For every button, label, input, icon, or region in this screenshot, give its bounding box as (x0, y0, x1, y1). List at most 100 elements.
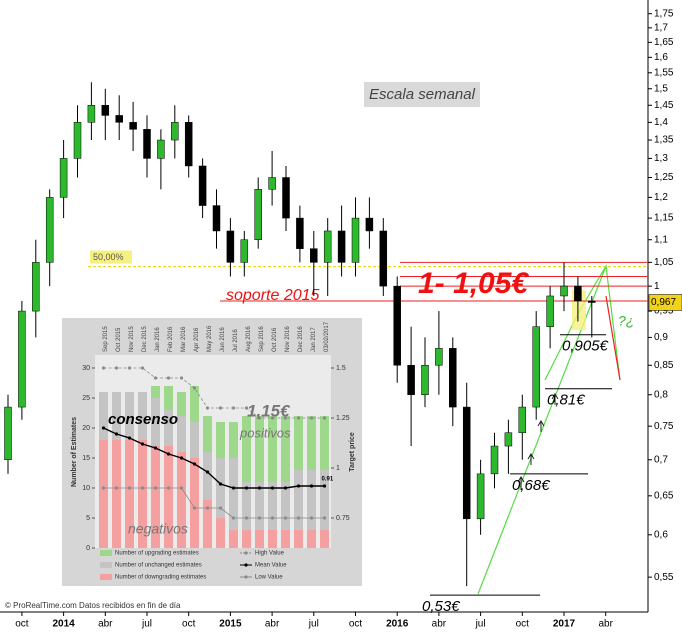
x-tick-label: oct (15, 619, 29, 630)
line-marker (205, 506, 210, 510)
candle-body (59, 158, 68, 198)
bar (177, 452, 186, 548)
candle-body (323, 230, 332, 263)
x-tick-label: jul (141, 619, 152, 630)
bar (190, 458, 199, 548)
bar (216, 458, 225, 518)
candle-body (574, 285, 582, 302)
x-tick-label: May 2016 (207, 325, 213, 352)
bar (99, 440, 108, 548)
candle-body (45, 197, 54, 263)
candle-body (504, 432, 513, 447)
x-tick-label: Feb 2016 (168, 326, 174, 352)
x-tick-label: Apr 2016 (194, 327, 200, 352)
line-marker (205, 406, 210, 410)
y-tick-label: 0,85 (654, 360, 674, 371)
y-tick-label: 1,35 (654, 135, 674, 146)
bar (242, 482, 251, 530)
line-marker (322, 484, 327, 488)
bar (307, 470, 316, 530)
bar (307, 416, 316, 470)
candle-body (310, 248, 318, 263)
line-marker (153, 376, 158, 380)
candle-body (518, 406, 527, 433)
line-marker (114, 432, 119, 436)
line-marker (205, 470, 210, 474)
candle-body (268, 177, 276, 190)
line-marker (244, 486, 249, 490)
line-marker (101, 366, 106, 370)
line-marker (127, 436, 132, 440)
line-marker (114, 486, 119, 490)
bar (320, 470, 329, 530)
y-tick-label: 1 (654, 281, 660, 292)
line-marker (257, 416, 262, 420)
bar (255, 416, 264, 482)
bar (151, 386, 160, 398)
bar (281, 482, 290, 530)
last-price-label: 0,967 (651, 297, 676, 308)
legend-label: Number of upgrading estimates (115, 551, 199, 557)
bar (177, 416, 186, 452)
x-tick-label: 03/02/2017 (324, 321, 330, 352)
bar (203, 416, 212, 452)
x-tick-label: 2017 (553, 619, 576, 630)
level-label: 0,81€ (547, 392, 585, 409)
candle-body (32, 262, 40, 312)
legend-label: Low Value (255, 575, 283, 581)
line (103, 367, 325, 419)
bar (294, 470, 303, 530)
line-marker (296, 416, 301, 420)
bar (268, 482, 277, 530)
line-marker (153, 486, 158, 490)
line-marker (283, 416, 288, 420)
y-tick-label: 1,15 (654, 213, 674, 224)
chart-title: Escala semanal (369, 86, 476, 103)
trend-line (605, 295, 621, 381)
x-tick-label: oct (182, 619, 196, 630)
candle-body (532, 326, 540, 408)
y-tick-label: 1,05 (654, 257, 674, 268)
candle-body (379, 230, 388, 287)
candle-body (393, 285, 401, 366)
y-tick-label: 20 (82, 425, 90, 432)
line-marker (127, 486, 132, 490)
x-tick-label: 2014 (52, 619, 75, 630)
y-tick-label: 25 (82, 395, 90, 402)
bar (99, 392, 108, 440)
last-price-box (648, 294, 682, 311)
x-tick-label: Nov 2015 (129, 326, 135, 352)
y-tick-label: 0,7 (654, 454, 668, 465)
line-marker (283, 486, 288, 490)
line-marker (166, 486, 171, 490)
legend-label: Mean Value (255, 563, 287, 569)
line (103, 427, 325, 489)
bar (125, 440, 134, 548)
bar (242, 416, 251, 482)
line-marker (283, 516, 288, 520)
line-marker (257, 516, 262, 520)
candle-body (171, 122, 179, 141)
line-marker (244, 516, 249, 520)
x-tick-label: oct (516, 619, 530, 630)
candle-body (476, 473, 485, 520)
y-tick-label: 0 (86, 545, 90, 552)
bar (177, 392, 186, 416)
y2-tick-label: 1.25 (336, 415, 350, 422)
bar (268, 416, 277, 482)
line-marker (140, 442, 145, 446)
trend-line (544, 264, 621, 381)
line-marker (322, 516, 327, 520)
candle-body (435, 348, 443, 366)
bar (294, 530, 303, 548)
y-tick-label: 10 (82, 485, 90, 492)
line-marker (244, 406, 249, 410)
line-marker (114, 366, 119, 370)
y-tick-label: 1,75 (654, 8, 674, 19)
x-tick-label: Jan 2016 (155, 327, 161, 352)
fib-label-box (90, 250, 132, 264)
line-marker (218, 406, 223, 410)
candle-body (421, 364, 429, 396)
legend-symbol (244, 575, 248, 579)
x-tick-label: Jan 2017 (311, 327, 317, 352)
